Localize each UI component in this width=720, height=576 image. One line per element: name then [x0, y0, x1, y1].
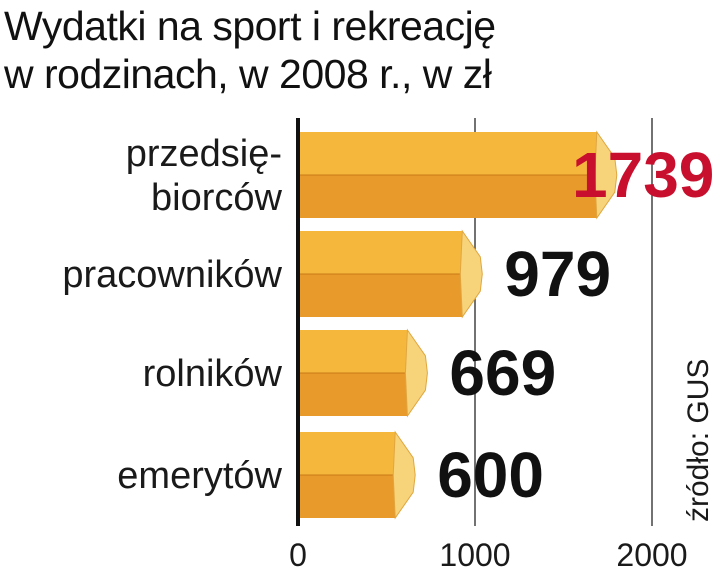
bar-bottom-face [298, 475, 396, 518]
chart-title-line-2: w rodzinach, w 2008 r., w zł [4, 51, 492, 97]
source-label: źródło: GUS [682, 359, 715, 522]
category-label-3: rolników [143, 353, 283, 395]
bar-bottom-face [298, 274, 463, 317]
bar-top-face [298, 132, 597, 175]
tick-label-1000: 1000 [439, 537, 510, 573]
tick-label-0: 0 [289, 537, 307, 573]
bar-top-face [298, 330, 408, 373]
category-label-2: pracowników [62, 254, 282, 296]
bar-2 [298, 229, 483, 319]
bar-top-face [298, 432, 396, 475]
bars [298, 130, 618, 520]
tick-labels: 0 1000 2000 [289, 537, 687, 573]
category-label-4: emerytów [117, 455, 282, 497]
bar-end-cap [404, 328, 428, 418]
value-label-2: 979 [504, 238, 611, 310]
bar-end-cap [459, 229, 483, 319]
category-label-1-line-2: biorców [151, 177, 282, 219]
bar-end-cap [594, 130, 618, 220]
category-labels: przedsię-biorców pracowników rolników emery… [62, 133, 282, 497]
tick-label-2000: 2000 [616, 537, 687, 573]
bar-1 [298, 130, 618, 220]
value-label-1: 1739 [572, 139, 714, 211]
category-label-1-line-1: przedsię- [126, 133, 282, 175]
bar-bottom-face [298, 175, 597, 218]
bar-4 [298, 430, 416, 520]
value-label-3: 669 [449, 337, 556, 409]
bar-top-face [298, 231, 463, 274]
value-label-4: 600 [437, 439, 544, 511]
bar-end-cap [392, 430, 416, 520]
chart-title: Wydatki na sport i rekreację w rodzinach… [4, 2, 496, 98]
bar-3 [298, 328, 428, 418]
bar-bottom-face [298, 373, 408, 416]
chart-title-line-1: Wydatki na sport i rekreację [4, 3, 496, 49]
value-labels: 1739 979 669 600 [437, 139, 714, 511]
